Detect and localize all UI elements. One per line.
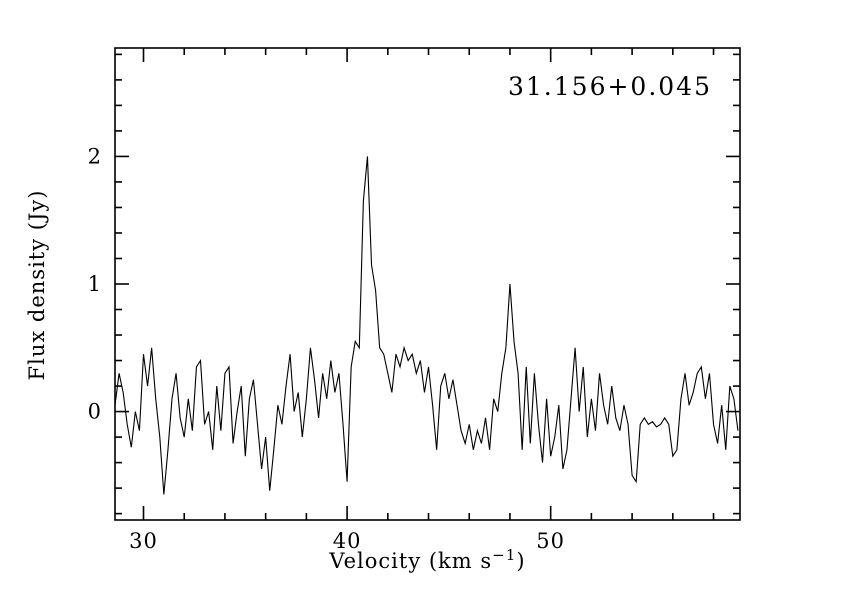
x-tick-label: 40 [333, 529, 362, 553]
x-axis-label: Velocity (km s−1) [115, 546, 740, 573]
y-axis-label: Flux density (Jy) [25, 189, 49, 381]
x-axis-label-superscript: −1 [492, 546, 517, 564]
x-tick-label: 30 [129, 529, 158, 553]
x-axis-label-prefix: Velocity (km s [329, 549, 493, 573]
y-tick-label: 1 [88, 272, 101, 296]
y-tick-label: 0 [88, 400, 101, 424]
y-tick-label: 2 [88, 144, 101, 168]
x-tick-label: 50 [536, 529, 565, 553]
spectrum-trace [114, 156, 739, 495]
x-axis-label-suffix: ) [516, 549, 526, 573]
source-name-label: 31.156+0.045 [508, 72, 712, 101]
